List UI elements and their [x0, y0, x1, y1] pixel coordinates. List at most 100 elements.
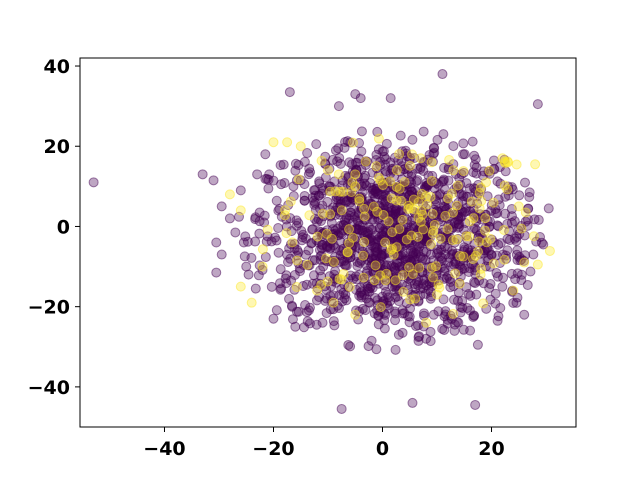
- scatter-point: [325, 186, 336, 197]
- scatter-point: [388, 249, 399, 260]
- scatter-point: [481, 177, 492, 188]
- scatter-point: [391, 165, 402, 176]
- scatter-point: [417, 234, 428, 245]
- scatter-point: [374, 223, 385, 234]
- scatter-point: [385, 93, 396, 104]
- scatter-point: [499, 180, 510, 191]
- scatter-point: [394, 149, 405, 160]
- scatter-point: [433, 279, 444, 290]
- scatter-point: [281, 270, 292, 281]
- scatter-point: [311, 295, 322, 306]
- scatter-point: [472, 339, 483, 350]
- scatter-point: [446, 249, 457, 260]
- scatter-point: [483, 253, 494, 264]
- scatter-point: [500, 166, 511, 177]
- scatter-point: [320, 295, 331, 306]
- scatter-point: [397, 270, 408, 281]
- scatter-point: [407, 134, 418, 145]
- scatter-point: [476, 196, 487, 207]
- scatter-point: [261, 236, 272, 247]
- scatter-point: [452, 180, 463, 191]
- scatter-point: [230, 227, 241, 238]
- scatter-point: [326, 233, 337, 244]
- scatter-point: [407, 397, 418, 408]
- scatter-point: [418, 126, 429, 137]
- scatter-point: [347, 232, 358, 243]
- scatter-point: [323, 165, 333, 176]
- scatter-point: [303, 245, 314, 256]
- scatter-point: [397, 308, 408, 319]
- scatter-point: [394, 183, 405, 194]
- scatter-point: [312, 231, 323, 242]
- scatter-point: [375, 302, 386, 313]
- scatter-point: [254, 216, 265, 227]
- scatter-point: [420, 254, 431, 265]
- scatter-point: [421, 333, 432, 344]
- scatter-point: [468, 213, 479, 224]
- scatter-point: [451, 200, 462, 211]
- scatter-point: [506, 268, 517, 279]
- scatter-point: [473, 236, 484, 247]
- scatter-point: [475, 269, 486, 280]
- scatter-point: [442, 224, 453, 235]
- scatter-point: [474, 203, 485, 214]
- scatter-point: [238, 237, 249, 248]
- scatter-point: [469, 150, 480, 161]
- scatter-point: [455, 251, 466, 262]
- scatter-point: [443, 175, 454, 186]
- scatter-point: [287, 301, 298, 312]
- scatter-point: [468, 254, 478, 265]
- scatter-point: [463, 289, 474, 300]
- scatter-point: [373, 144, 384, 155]
- scatter-point: [427, 208, 438, 219]
- scatter-point: [372, 206, 383, 217]
- scatter-point: [364, 297, 375, 308]
- scatter-point: [288, 191, 299, 202]
- scatter-point: [278, 159, 289, 170]
- scatter-point: [404, 317, 415, 328]
- scatter-point: [525, 266, 536, 277]
- scatter-point: [336, 403, 347, 414]
- scatter-point: [359, 178, 370, 189]
- scatter-point: [371, 161, 382, 172]
- scatter-point: [316, 216, 327, 227]
- scatter-point: [393, 329, 404, 340]
- scatter-point: [252, 169, 263, 180]
- scatter-point: [253, 270, 264, 281]
- scatter-point: [453, 197, 464, 208]
- scatter-point: [377, 194, 388, 205]
- scatter-point: [429, 147, 440, 158]
- scatter-point: [381, 138, 392, 149]
- scatter-point: [426, 175, 437, 186]
- scatter-point: [437, 69, 448, 80]
- scatter-point: [370, 260, 381, 271]
- scatter-point: [357, 219, 368, 230]
- scatter-point: [430, 261, 441, 272]
- scatter-point: [262, 224, 273, 235]
- scatter-point: [474, 187, 485, 198]
- scatter-point: [368, 201, 379, 212]
- scatter-point: [461, 231, 472, 242]
- scatter-point: [285, 196, 296, 207]
- scatter-point: [295, 141, 306, 152]
- scatter-point: [350, 309, 361, 320]
- scatter-point: [405, 160, 416, 171]
- scatter-point: [459, 263, 470, 274]
- scatter-point: [376, 237, 387, 248]
- scatter-point: [435, 233, 446, 244]
- scatter-point: [449, 319, 460, 330]
- scatter-point: [373, 170, 384, 181]
- scatter-point: [286, 226, 297, 237]
- scatter-point: [530, 159, 541, 170]
- scatter-point: [371, 149, 382, 160]
- scatter-point: [239, 251, 250, 262]
- scatter-point: [425, 336, 436, 347]
- scatter-point: [514, 190, 525, 201]
- scatter-point: [284, 87, 295, 98]
- scatter-point: [322, 276, 333, 287]
- scatter-point: [316, 188, 327, 199]
- scatter-point: [282, 249, 293, 260]
- scatter-point: [438, 129, 449, 140]
- scatter-point: [511, 159, 522, 170]
- scatter-point: [88, 177, 99, 188]
